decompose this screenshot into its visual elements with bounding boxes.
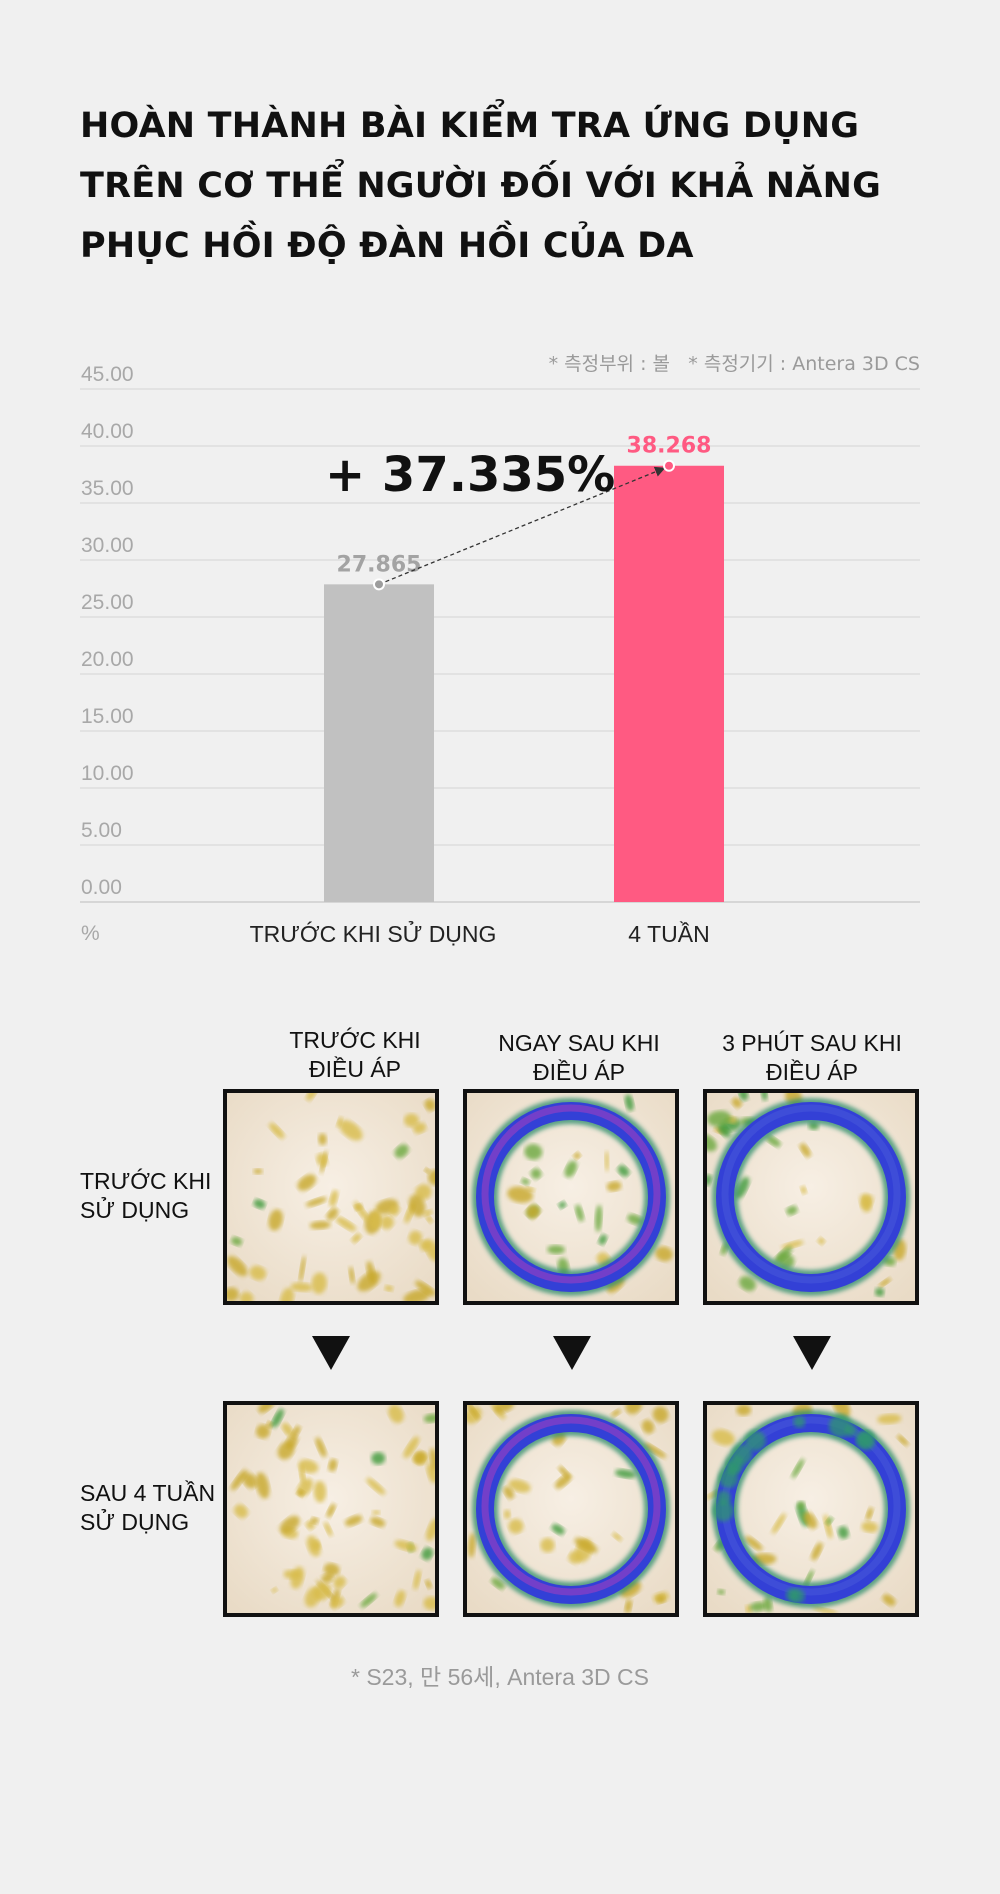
bar-4-weeks	[614, 465, 724, 902]
skin-texture-map	[467, 1093, 675, 1301]
down-arrow-icon	[312, 1336, 350, 1370]
x-category-label: 4 TUẦN	[628, 920, 709, 947]
skin-image-after-4-weeks-3min-after-pressure	[703, 1401, 919, 1617]
skin-texture-map	[467, 1405, 675, 1613]
data-label: 27.865	[337, 552, 422, 577]
column-header-3min-after-pressure: 3 PHÚT SAU KHI ĐIỀU ÁP	[722, 1030, 902, 1085]
data-point-after	[663, 459, 675, 472]
column-header-right-after-pressure: NGAY SAU KHI ĐIỀU ÁP	[498, 1030, 660, 1085]
bar-before-use	[324, 584, 434, 902]
y-unit-label: %	[81, 922, 100, 945]
row-header-after-4-weeks: SAU 4 TUẦN SỬ DỤNG	[80, 1480, 216, 1535]
skin-image-before-use-right-after-pressure	[463, 1089, 679, 1305]
skin-texture-map	[707, 1093, 915, 1301]
skin-texture-map	[707, 1405, 915, 1613]
footnote: * S23, 만 56세, Antera 3D CS	[350, 1664, 649, 1690]
skin-image-after-4-weeks-before-pressure	[223, 1401, 439, 1617]
page-title: HOÀN THÀNH BÀI KIỂM TRA ỨNG DỤNG TRÊN CƠ…	[80, 96, 940, 276]
data-label: 38.268	[627, 434, 712, 459]
skin-texture-map	[227, 1405, 435, 1613]
skin-texture-map	[227, 1093, 435, 1301]
y-tick-label: 15.00	[81, 705, 134, 728]
increase-annotation: + 37.335%	[325, 447, 615, 503]
increase-connector	[378, 466, 666, 585]
y-tick-label: 25.00	[81, 591, 134, 614]
y-tick-label: 30.00	[81, 534, 134, 557]
y-tick-label: 5.00	[81, 819, 122, 842]
measurement-site-note: * 측정부위 : 볼	[549, 353, 670, 375]
y-tick-label: 20.00	[81, 648, 134, 671]
title-line: TRÊN CƠ THỂ NGƯỜI ĐỐI VỚI KHẢ NĂNG	[80, 166, 881, 206]
data-point-before	[373, 578, 385, 591]
down-arrow-icon	[553, 1336, 591, 1370]
y-tick-label: 45.00	[81, 363, 134, 386]
skin-image-after-4-weeks-right-after-pressure	[463, 1401, 679, 1617]
elasticity-bar-chart: 0.00 5.00 10.00 15.00 20.00 25.00 30.00 35.00 40…	[80, 353, 920, 947]
y-tick-label: 35.00	[81, 477, 134, 500]
y-tick-label: 0.00	[81, 876, 122, 899]
column-header-before-pressure: TRƯỚC KHI ĐIỀU ÁP	[289, 1027, 421, 1082]
title-line: PHỤC HỒI ĐỘ ĐÀN HỒI CỦA DA	[80, 226, 694, 266]
down-arrow-icon	[793, 1336, 831, 1370]
skin-image-before-use-3min-after-pressure	[703, 1089, 919, 1305]
y-tick-label: 10.00	[81, 762, 134, 785]
x-category-label: TRƯỚC KHI SỬ DỤNG	[250, 919, 497, 947]
measurement-device-note: * 측정기기 : Antera 3D CS	[688, 353, 920, 375]
y-tick-label: 40.00	[81, 420, 134, 443]
row-header-before-use: TRƯỚC KHI SỬ DỤNG	[80, 1168, 212, 1223]
skin-image-before-use-before-pressure	[223, 1089, 439, 1305]
title-line: HOÀN THÀNH BÀI KIỂM TRA ỨNG DỤNG	[80, 106, 860, 146]
